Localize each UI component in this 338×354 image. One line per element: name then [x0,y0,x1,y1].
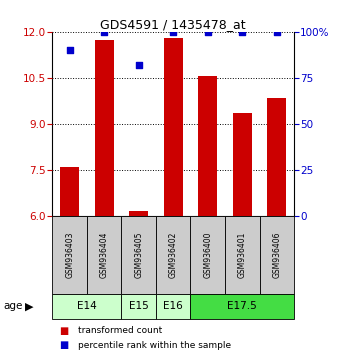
Text: GSM936402: GSM936402 [169,232,178,278]
Text: ■: ■ [59,326,68,336]
Text: E16: E16 [163,301,183,311]
Point [136,62,141,68]
Text: GSM936401: GSM936401 [238,232,247,278]
Text: percentile rank within the sample: percentile rank within the sample [78,341,231,350]
Text: transformed count: transformed count [78,326,162,336]
FancyBboxPatch shape [121,294,156,319]
Point [67,47,72,53]
Text: E17.5: E17.5 [227,301,257,311]
Title: GDS4591 / 1435478_at: GDS4591 / 1435478_at [100,18,246,31]
Bar [267,98,286,216]
Bar [60,167,79,216]
Point [171,29,176,35]
Bar [233,113,252,216]
Text: GSM936405: GSM936405 [134,232,143,278]
FancyBboxPatch shape [52,216,87,294]
Text: GSM936400: GSM936400 [203,232,212,278]
Point [240,29,245,35]
Text: ■: ■ [59,340,68,350]
FancyBboxPatch shape [121,216,156,294]
Bar [129,211,148,216]
FancyBboxPatch shape [52,294,121,319]
Text: GSM936406: GSM936406 [272,232,281,278]
FancyBboxPatch shape [156,294,191,319]
Text: GSM936403: GSM936403 [65,232,74,278]
FancyBboxPatch shape [191,216,225,294]
Point [101,29,107,35]
Text: E14: E14 [77,301,97,311]
FancyBboxPatch shape [260,216,294,294]
Bar [198,76,217,216]
FancyBboxPatch shape [191,294,294,319]
FancyBboxPatch shape [87,216,121,294]
Text: age: age [3,301,23,311]
Point [274,29,280,35]
Text: GSM936404: GSM936404 [100,232,109,278]
Point [205,29,211,35]
Bar [164,38,183,216]
FancyBboxPatch shape [156,216,191,294]
Text: ▶: ▶ [24,301,33,311]
Text: E15: E15 [129,301,149,311]
FancyBboxPatch shape [225,216,260,294]
Bar [95,40,114,216]
